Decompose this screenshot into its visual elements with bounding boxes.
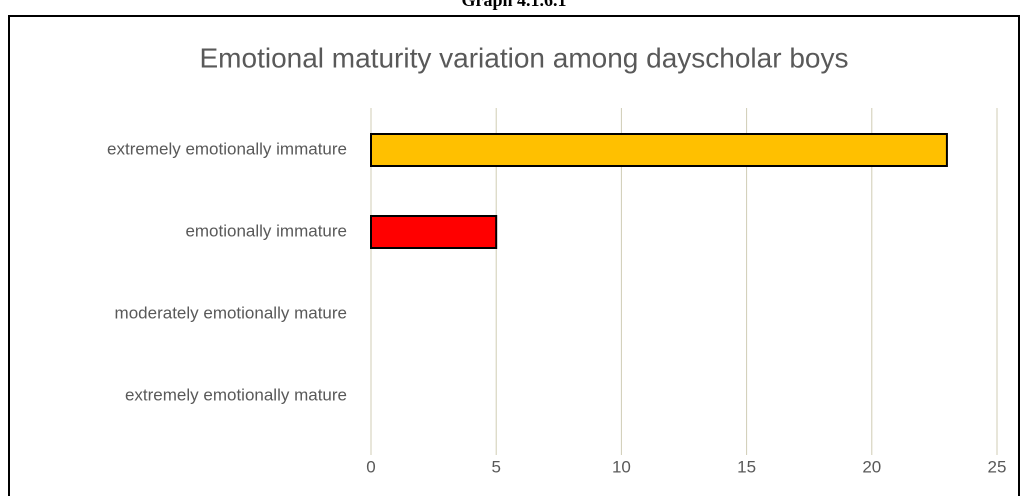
x-tick-label: 25 — [988, 457, 1007, 476]
chart-title: Emotional maturity variation among daysc… — [200, 42, 849, 73]
x-tick-label: 15 — [737, 457, 756, 476]
x-tick-label: 0 — [366, 457, 375, 476]
x-tick-label: 20 — [862, 457, 881, 476]
bar — [370, 133, 948, 167]
bar — [370, 215, 498, 249]
y-tick-label: extremely emotionally mature — [125, 385, 347, 404]
x-tick-label: 5 — [491, 457, 500, 476]
y-tick-label: extremely emotionally immature — [107, 139, 347, 158]
y-tick-label: emotionally immature — [185, 221, 347, 240]
caption: Graph 4.1.6.1 — [461, 0, 566, 10]
y-tick-label: moderately emotionally mature — [115, 303, 347, 322]
x-tick-label: 10 — [612, 457, 631, 476]
frame — [8, 15, 1020, 496]
